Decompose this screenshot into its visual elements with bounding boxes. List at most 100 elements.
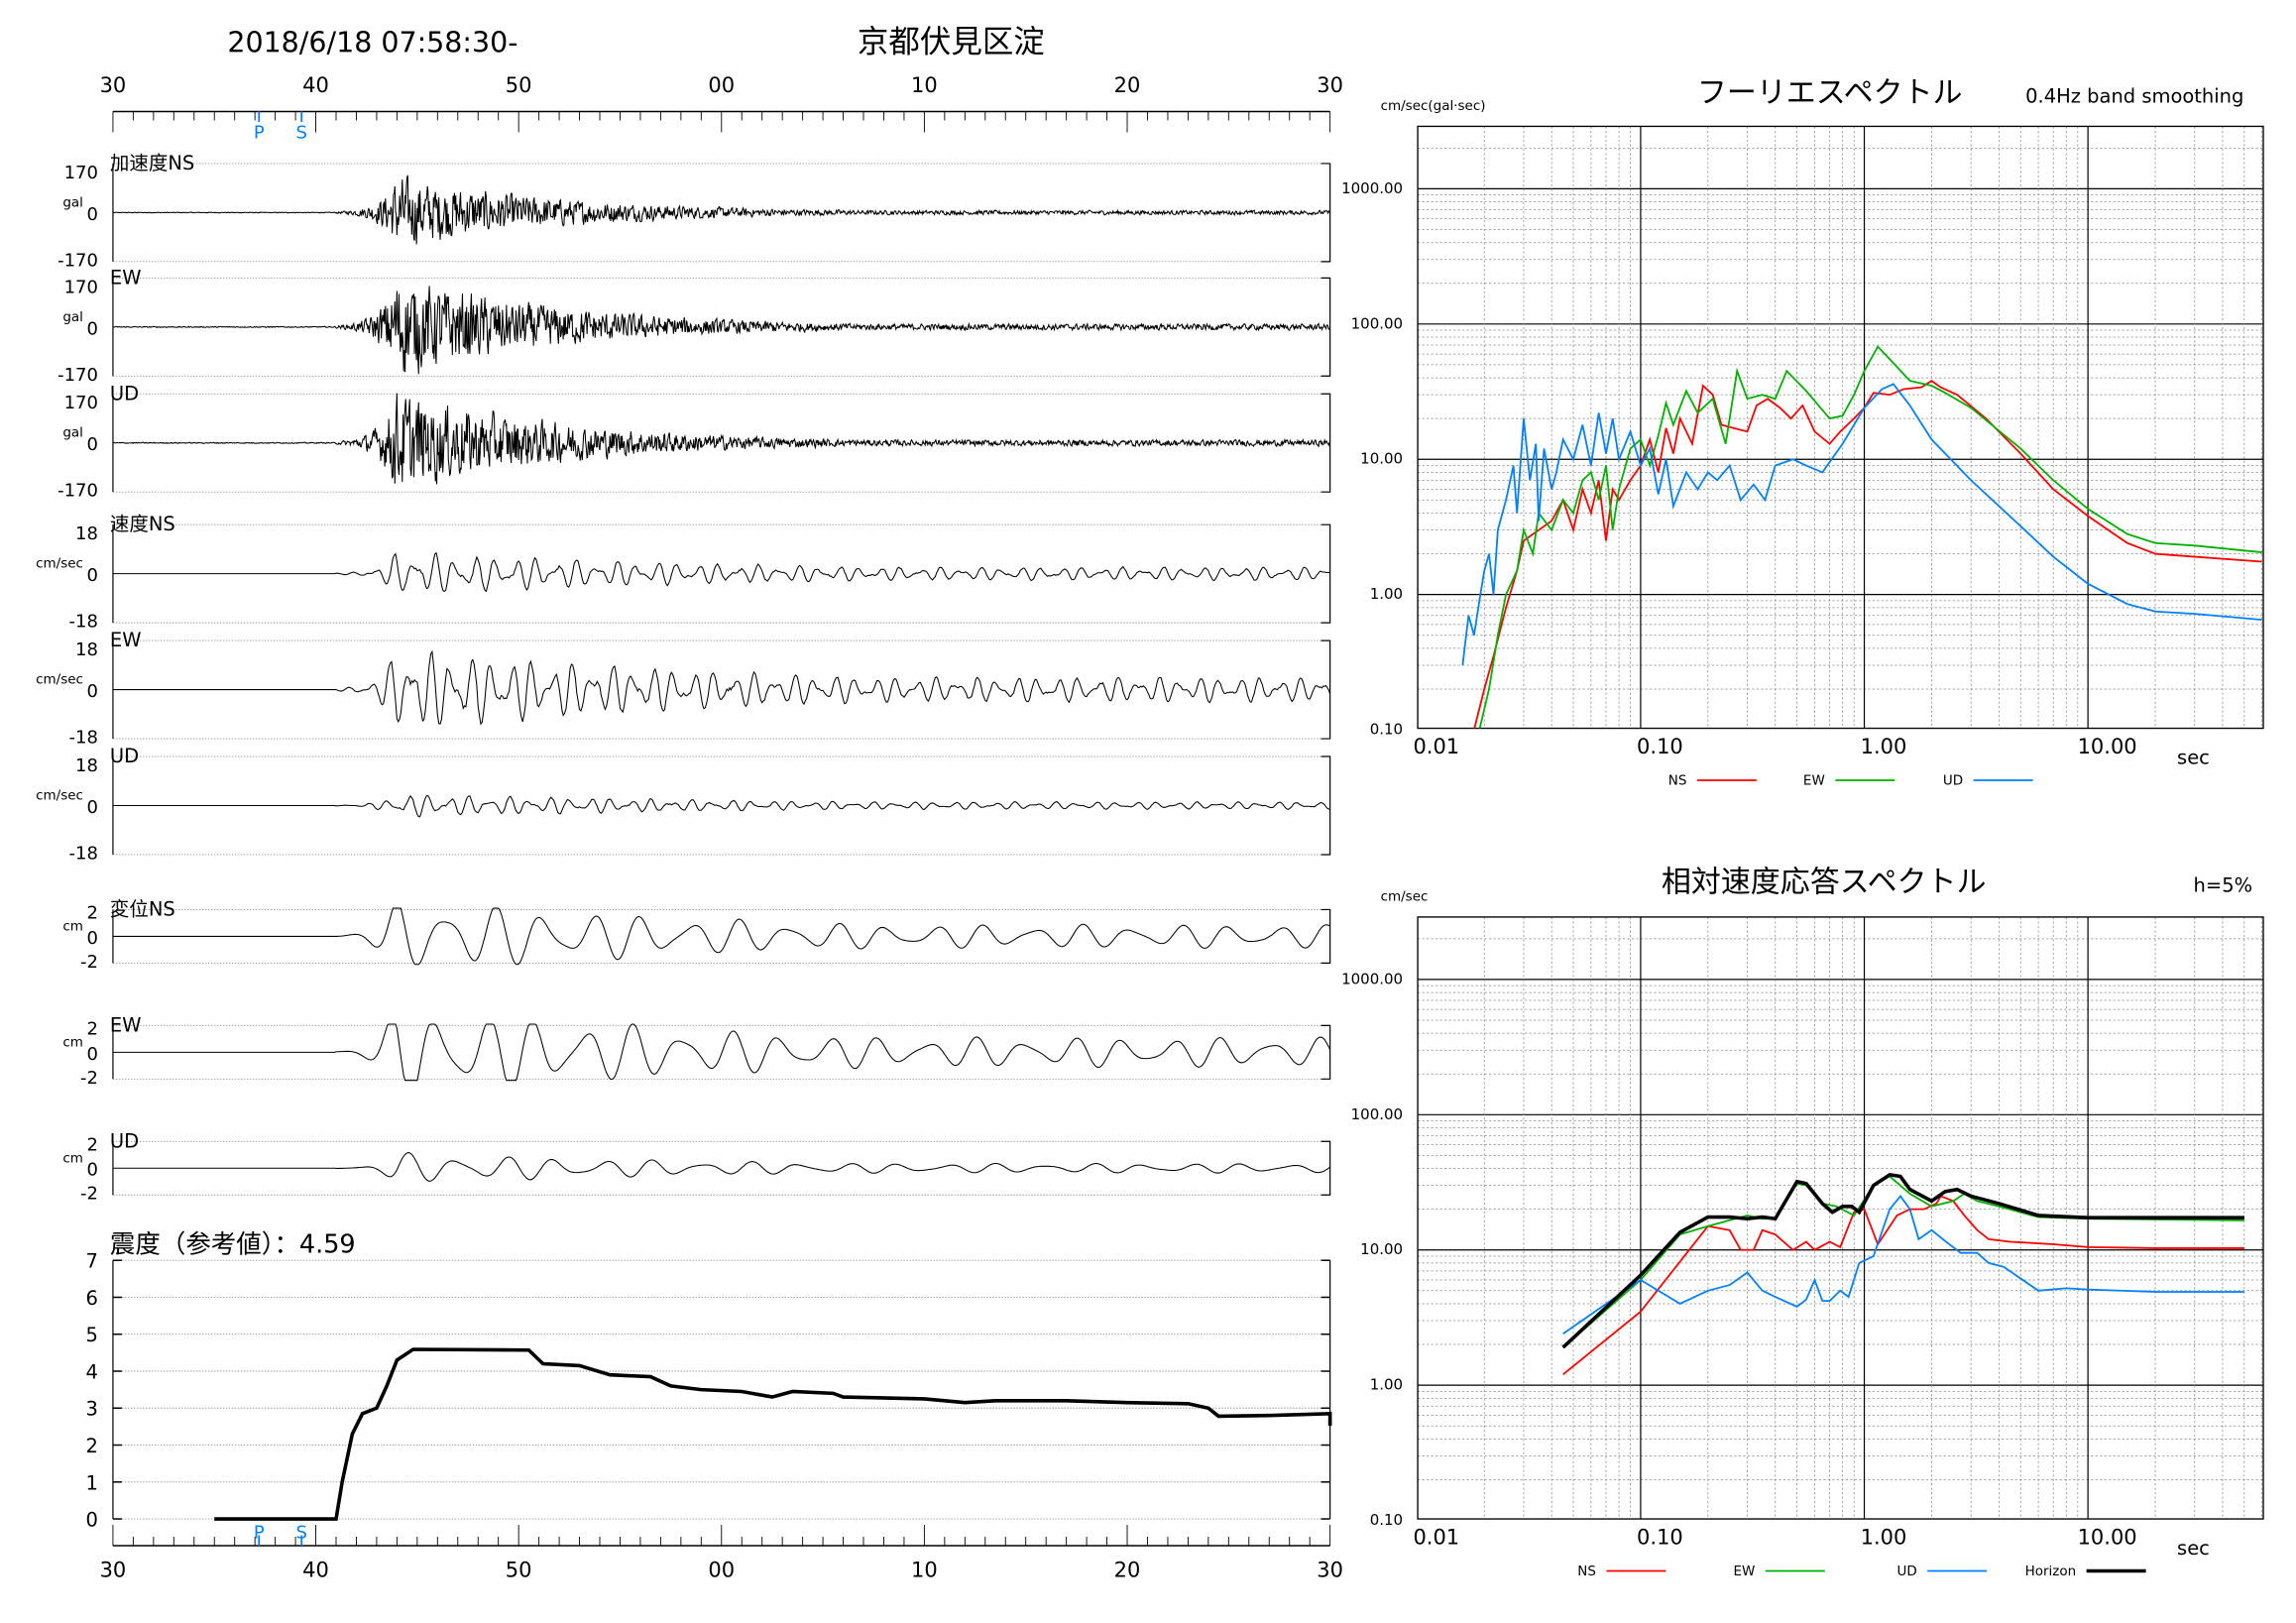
trace-label: EW bbox=[110, 629, 142, 651]
time-tick-label: 00 bbox=[708, 1558, 735, 1581]
trace-zero-label: 0 bbox=[86, 434, 97, 455]
trace-unit-label: gal bbox=[62, 194, 83, 210]
series-ud-line bbox=[1461, 383, 2262, 666]
trace-1: EW 170 0 -170 gal bbox=[57, 266, 1331, 386]
plot-frame bbox=[1417, 916, 2264, 1520]
response-title: 相対速度応答スペクトル bbox=[1662, 865, 1987, 899]
trace-label: EW bbox=[110, 1013, 142, 1036]
time-tick-label: 50 bbox=[506, 1558, 532, 1581]
trace-2: UD 170 0 -170 gal bbox=[57, 382, 1331, 502]
time-tick-label: 30 bbox=[1317, 73, 1343, 97]
y-tick-label: 1000.00 bbox=[1341, 179, 1403, 197]
series-ud-line bbox=[1562, 1194, 2244, 1334]
datetime: 2018/6/18 07:58:30- bbox=[227, 26, 517, 58]
trace-label: EW bbox=[110, 266, 142, 289]
trace-min-label: -2 bbox=[80, 952, 98, 973]
waveform-line bbox=[112, 174, 1331, 245]
trace-unit-label: cm/sec bbox=[36, 672, 83, 688]
trace-zero-label: 0 bbox=[86, 204, 97, 225]
series-ns-line bbox=[1473, 379, 2262, 729]
series-ew-line bbox=[1478, 345, 2262, 729]
trace-zero-label: 0 bbox=[86, 928, 97, 949]
trace-max-label: 170 bbox=[64, 393, 98, 413]
station-name: 京都伏見区淀 bbox=[858, 24, 1045, 59]
waveform-line bbox=[112, 795, 1330, 818]
trace-zero-label: 0 bbox=[86, 797, 97, 818]
legend-label-ns: NS bbox=[1668, 773, 1687, 789]
trace-unit-label: gal bbox=[62, 309, 83, 325]
y-tick-label: 1000.00 bbox=[1341, 970, 1403, 987]
x-tick-label: 0.10 bbox=[1637, 1526, 1683, 1550]
trace-unit-label: cm/sec bbox=[36, 556, 83, 572]
trace-5: UD 18 0 -18 cm/sec bbox=[36, 745, 1331, 864]
trace-3: 速度NS 18 0 -18 cm/sec bbox=[36, 513, 1331, 633]
fourier-xlabel: sec bbox=[2177, 747, 2210, 769]
trace-max-label: 170 bbox=[64, 163, 98, 183]
x-tick-label: 10.00 bbox=[2078, 735, 2137, 758]
intensity-tick-label: 5 bbox=[86, 1324, 98, 1346]
s-arrival-label: S bbox=[296, 1523, 307, 1544]
trace-max-label: 2 bbox=[86, 1018, 97, 1039]
y-tick-label: 0.10 bbox=[1370, 721, 1403, 739]
time-tick-label: 40 bbox=[302, 73, 329, 97]
x-tick-label: 0.10 bbox=[1637, 735, 1683, 758]
intensity-title: 震度（参考値）：4.59 bbox=[110, 1230, 356, 1260]
y-tick-label: 1.00 bbox=[1370, 585, 1403, 603]
plot-frame bbox=[1417, 125, 2264, 730]
p-arrival-label: P bbox=[254, 122, 265, 143]
trace-unit-label: cm bbox=[62, 918, 83, 934]
trace-unit-label: gal bbox=[62, 425, 83, 441]
x-tick-label: 1.00 bbox=[1861, 1526, 1907, 1550]
y-tick-label: 100.00 bbox=[1351, 314, 1403, 332]
trace-zero-label: 0 bbox=[86, 565, 97, 586]
trace-max-label: 2 bbox=[86, 1134, 97, 1155]
trace-6: 変位NS 2 0 -2 cm bbox=[62, 897, 1331, 973]
y-tick-label: 10.00 bbox=[1360, 1240, 1403, 1258]
time-tick-label: 30 bbox=[100, 73, 127, 97]
y-tick-label: 10.00 bbox=[1360, 450, 1403, 468]
trace-unit-label: cm bbox=[62, 1150, 83, 1166]
intensity-tick-label: 7 bbox=[86, 1250, 98, 1273]
trace-zero-label: 0 bbox=[86, 318, 97, 339]
legend-label-ud: UD bbox=[1943, 773, 1963, 789]
waveform-line bbox=[112, 286, 1330, 375]
series-horizon-line bbox=[1561, 1172, 2244, 1349]
trace-min-label: -170 bbox=[57, 365, 98, 386]
trace-zero-label: 0 bbox=[86, 1044, 97, 1065]
trace-7: EW 2 0 -2 cm bbox=[62, 1013, 1331, 1089]
intensity-line bbox=[214, 1347, 1332, 1521]
trace-4: EW 18 0 -18 cm/sec bbox=[36, 629, 1331, 749]
time-tick-label: 10 bbox=[911, 1558, 938, 1581]
y-tick-label: 100.00 bbox=[1351, 1105, 1403, 1123]
trace-min-label: -170 bbox=[57, 250, 98, 271]
trace-label: UD bbox=[110, 382, 139, 405]
fourier-title: フーリエスペクトル bbox=[1697, 75, 1963, 110]
y-tick-label: 0.10 bbox=[1370, 1511, 1403, 1529]
trace-min-label: -18 bbox=[69, 612, 98, 633]
trace-max-label: 18 bbox=[75, 639, 98, 660]
response-spectrum-chart: 相対速度応答スペクトル h=5% cm/sec sec 1000.00 100.0… bbox=[1341, 865, 2264, 1579]
trace-right-axis bbox=[1320, 639, 1331, 740]
trace-label: UD bbox=[110, 1129, 139, 1152]
p-arrival-label: P bbox=[254, 1523, 265, 1544]
trace-zero-label: 0 bbox=[86, 681, 97, 702]
fourier-subtitle: 0.4Hz band smoothing bbox=[2025, 84, 2243, 107]
trace-right-axis bbox=[1320, 1140, 1331, 1196]
time-tick-label: 30 bbox=[100, 1558, 127, 1581]
intensity-tick-label: 2 bbox=[86, 1435, 98, 1457]
trace-unit-label: cm/sec bbox=[36, 788, 83, 804]
waveform-panel: 30 40 50 00 10 20 30P S加速度NS1700-170galEW1700-1… bbox=[36, 73, 1343, 1205]
trace-max-label: 18 bbox=[75, 523, 98, 544]
legend-label-horizon: Horizon bbox=[2025, 1564, 2077, 1579]
trace-unit-label: cm bbox=[62, 1034, 83, 1050]
s-arrival-label: S bbox=[296, 122, 307, 143]
trace-zero-label: 0 bbox=[86, 1160, 97, 1181]
time-tick-label: 00 bbox=[708, 73, 735, 97]
time-tick-label: 10 bbox=[911, 73, 938, 97]
response-xlabel: sec bbox=[2177, 1537, 2210, 1560]
response-subtitle: h=5% bbox=[2194, 873, 2253, 896]
trace-min-label: -2 bbox=[80, 1184, 98, 1205]
legend-label-ew: EW bbox=[1733, 1564, 1755, 1579]
time-tick-label: 40 bbox=[302, 1558, 329, 1581]
trace-min-label: -18 bbox=[69, 843, 98, 864]
